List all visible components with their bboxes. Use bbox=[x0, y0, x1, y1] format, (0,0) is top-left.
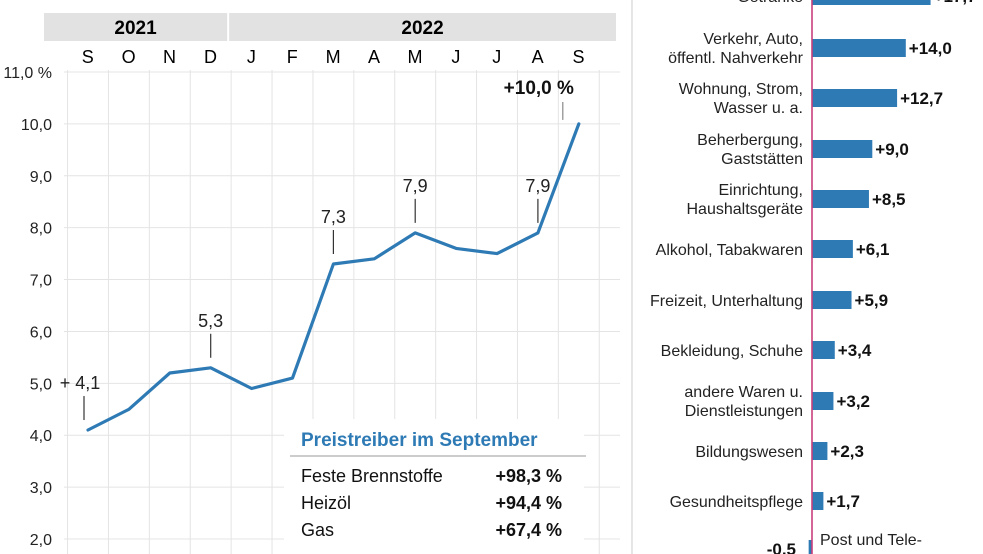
bar bbox=[812, 291, 852, 309]
bar-category-label: öffentl. Nahverkehr bbox=[668, 50, 804, 67]
year-band-2021 bbox=[44, 13, 228, 41]
month-label: J bbox=[247, 47, 257, 67]
box-background bbox=[284, 419, 584, 554]
bar-category-label: Wasser u. a. bbox=[714, 100, 803, 117]
bar-value-label: +2,3 bbox=[830, 442, 864, 461]
month-label: O bbox=[122, 47, 137, 67]
box-row-label: Feste Brennstoffe bbox=[301, 466, 443, 486]
month-label: D bbox=[204, 47, 218, 67]
month-label: A bbox=[368, 47, 381, 67]
inflation-line-chart: 2021 2022 S O N D J F M A M J J A S 2,0 3,0 4,0 5,0 6,0 7,… bbox=[3, 13, 620, 554]
bar bbox=[812, 140, 873, 158]
month-label: J bbox=[451, 47, 461, 67]
bar-value-label: +5,9 bbox=[855, 291, 889, 310]
bar-category-label: Verkehr, Auto, bbox=[703, 31, 803, 48]
y-tick-label: 7,0 bbox=[30, 273, 52, 290]
bar-value-label: +9,0 bbox=[875, 140, 909, 159]
y-tick-label: 10,0 bbox=[21, 117, 52, 134]
month-label: S bbox=[573, 47, 586, 67]
bar-category-label: andere Waren u. bbox=[684, 384, 803, 401]
box-row-label: Gas bbox=[301, 520, 334, 540]
bar-category-label: Bildungswesen bbox=[695, 444, 803, 461]
bar-value-label: +3,2 bbox=[836, 392, 870, 411]
annotations: + 4,1 5,3 7,3 7,9 7,9 +10,0 % bbox=[60, 78, 574, 421]
bar bbox=[812, 240, 853, 258]
year-label: 2022 bbox=[401, 18, 443, 39]
bar-value-label: +1,7 bbox=[826, 492, 860, 511]
bar-value-label: +12,7 bbox=[900, 89, 943, 108]
y-axis-ticks: 2,0 3,0 4,0 5,0 6,0 7,0 8,0 9,0 10,0 11,0 % bbox=[3, 65, 52, 549]
box-row-label: Heizöl bbox=[301, 493, 351, 513]
y-tick-label: 9,0 bbox=[30, 169, 52, 186]
y-tick-label: 8,0 bbox=[30, 221, 52, 238]
bar bbox=[812, 492, 824, 510]
series-line bbox=[86, 122, 581, 432]
bar-category-label: Gesundheitspflege bbox=[670, 494, 804, 511]
y-tick-label: 4,0 bbox=[30, 428, 52, 445]
price-drivers-box: Preistreiber im September Feste Brennsto… bbox=[284, 419, 586, 554]
bar-value-label: +6,1 bbox=[856, 240, 890, 259]
bar-value-label: +14,0 bbox=[909, 39, 952, 58]
box-rows: Feste Brennstoffe +98,3 % Heizöl +94,4 % Gas… bbox=[301, 466, 562, 540]
bar-category-label: Alkohol, Tabakwaren bbox=[656, 242, 803, 259]
bars: +17,7 % Getränke +14,0 Verkehr, Auto, öffent… bbox=[650, 0, 983, 554]
bar-category-label: Haushaltsgeräte bbox=[686, 201, 803, 218]
annotation-label: + 4,1 bbox=[60, 373, 101, 393]
bar-category-label: Dienstleistungen bbox=[685, 403, 803, 420]
annotation-label: 7,9 bbox=[525, 176, 550, 196]
box-title: Preistreiber im September bbox=[301, 430, 538, 451]
bar bbox=[812, 442, 828, 460]
bar-category-label: Beherbergung, bbox=[697, 132, 803, 149]
bar-value-label: +17,7 % bbox=[934, 0, 983, 6]
month-label: F bbox=[287, 47, 299, 67]
bar-value-label: +3,4 bbox=[838, 341, 872, 360]
bar-category-label: Bekleidung, Schuhe bbox=[661, 343, 803, 360]
box-row-value: +98,3 % bbox=[495, 466, 562, 486]
month-label: M bbox=[326, 47, 342, 67]
annotation-label: +10,0 % bbox=[504, 78, 574, 99]
month-label: M bbox=[407, 47, 423, 67]
year-band: 2021 2022 bbox=[44, 13, 616, 41]
y-tick-label: 6,0 bbox=[30, 324, 52, 341]
annotation-label: 7,9 bbox=[403, 176, 428, 196]
year-label: 2021 bbox=[114, 18, 157, 39]
bar-category-label: Freizeit, Unterhaltung bbox=[650, 293, 803, 310]
year-band-2022 bbox=[229, 13, 616, 41]
bar-category-label: Gaststätten bbox=[721, 151, 803, 168]
bar-category-label: Post und Tele- bbox=[820, 532, 922, 549]
month-label: J bbox=[492, 47, 502, 67]
bar-category-label: Getränke bbox=[737, 0, 803, 6]
box-row-value: +67,4 % bbox=[495, 520, 562, 540]
bar bbox=[812, 39, 906, 57]
category-bar-chart: +17,7 % Getränke +14,0 Verkehr, Auto, öffent… bbox=[631, 0, 983, 554]
month-label: S bbox=[82, 47, 95, 67]
grid bbox=[64, 70, 620, 554]
y-tick-label: 2,0 bbox=[30, 532, 52, 549]
bar bbox=[812, 341, 835, 359]
annotation-label: 5,3 bbox=[198, 311, 223, 331]
y-tick-label: 11,0 % bbox=[3, 65, 52, 82]
bar bbox=[812, 190, 869, 208]
bar-category-label: Wohnung, Strom, bbox=[679, 81, 803, 98]
bar-value-label: -0,5 bbox=[767, 540, 796, 554]
month-label: A bbox=[532, 47, 545, 67]
y-tick-label: 5,0 bbox=[30, 376, 52, 393]
bar-category-label: Einrichtung, bbox=[719, 182, 804, 199]
bar bbox=[812, 392, 834, 410]
bar-value-label: +8,5 bbox=[872, 190, 906, 209]
bar bbox=[812, 89, 898, 107]
bar bbox=[812, 0, 931, 5]
bar bbox=[808, 540, 812, 554]
box-row-value: +94,4 % bbox=[495, 493, 562, 513]
month-label: N bbox=[163, 47, 177, 67]
y-tick-label: 3,0 bbox=[30, 480, 52, 497]
annotation-label: 7,3 bbox=[321, 207, 346, 227]
